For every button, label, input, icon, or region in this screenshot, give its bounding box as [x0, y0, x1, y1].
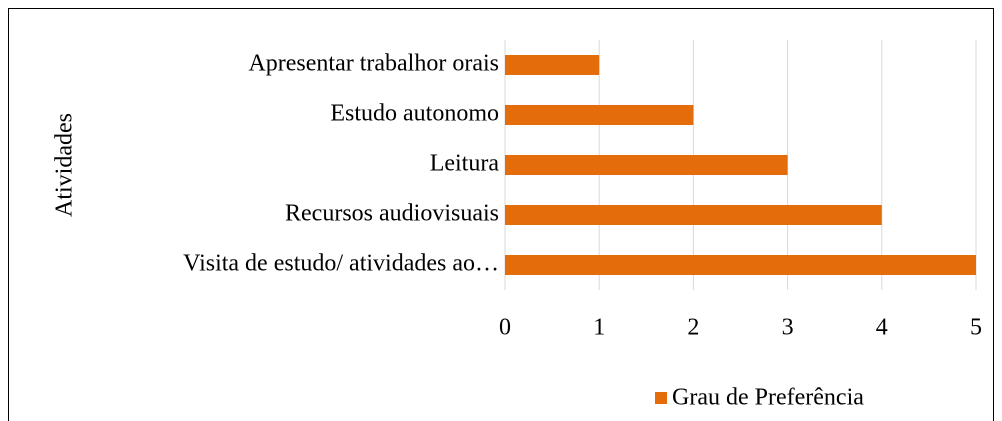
x-tick-label: 5: [970, 315, 982, 341]
legend-swatch: [655, 392, 667, 404]
bar: [505, 105, 694, 125]
x-tick-label: 2: [687, 315, 699, 341]
bar: [505, 255, 976, 275]
chart-frame: [8, 8, 994, 421]
y-tick-label: Visita de estudo/ atividades ao…: [183, 251, 499, 277]
x-tick-label: 3: [782, 315, 794, 341]
y-tick-label: Recursos audiovisuais: [285, 201, 499, 227]
y-tick-label: Apresentar trabalhor orais: [248, 51, 499, 77]
x-tick-label: 1: [593, 315, 605, 341]
y-tick-label: Estudo autonomo: [330, 101, 499, 127]
y-axis-title: Atividades: [52, 113, 78, 217]
bar: [505, 55, 600, 75]
x-tick-label: 4: [876, 315, 888, 341]
legend-label: Grau de Preferência: [672, 385, 864, 411]
y-tick-label: Leitura: [430, 151, 500, 177]
bar: [505, 205, 882, 225]
x-tick-label: 0: [499, 315, 511, 341]
bar: [505, 155, 788, 175]
